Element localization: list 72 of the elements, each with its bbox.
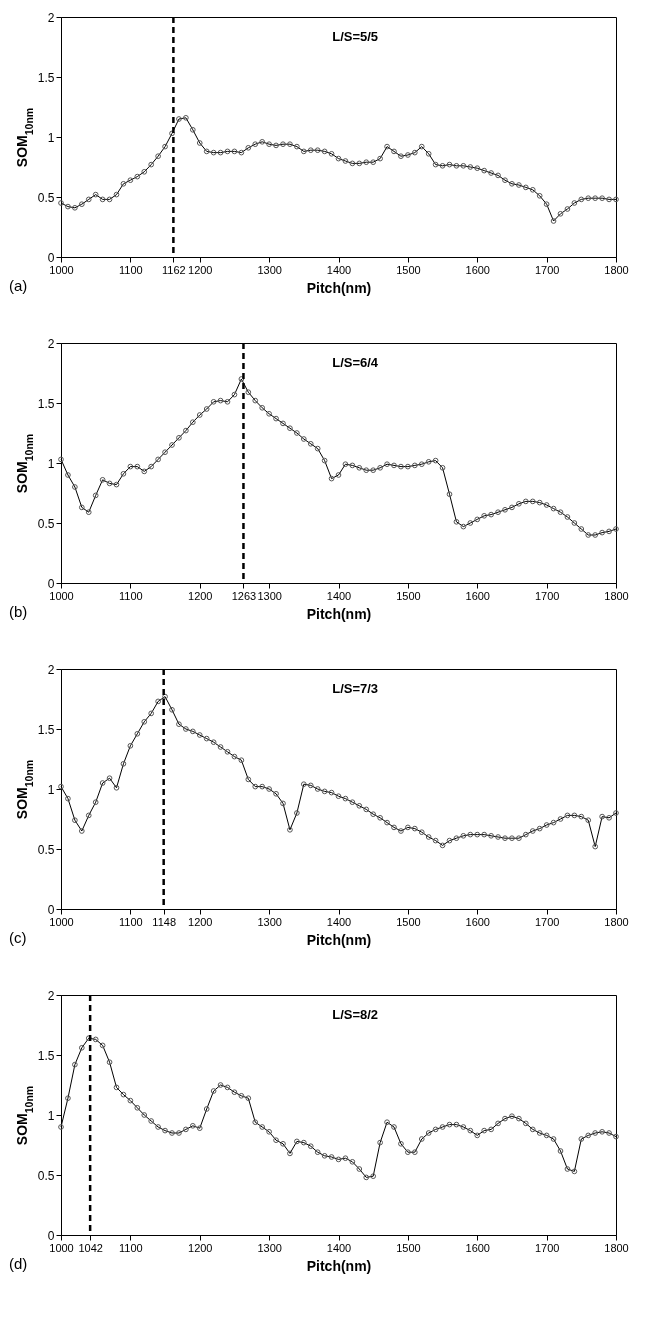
x-tick-label: 1600: [465, 1241, 490, 1254]
x-tick-label: 1600: [465, 263, 490, 276]
y-tick-label: 1.5: [37, 396, 55, 411]
text: L/S=6/4: [332, 355, 379, 370]
x-tick-label: 1200: [188, 263, 213, 276]
x-tick-label: 1500: [396, 589, 421, 602]
y-tick-label: 1.5: [37, 722, 55, 737]
y-tick-label: 0: [47, 576, 55, 591]
x-tick-label: 1600: [465, 589, 490, 602]
text: (d): [9, 1255, 28, 1272]
x-axis-title: Pitch(nm): [306, 1257, 372, 1274]
x-tick-label: 1400: [326, 915, 352, 928]
y-tick-label: 0.5: [37, 516, 55, 531]
text: (b): [9, 603, 28, 620]
x-tick-label: 1800: [604, 915, 629, 928]
x-tick-label: 1500: [396, 915, 421, 928]
y-tick-label: 0: [47, 902, 55, 917]
y-tick-label: 2: [47, 336, 55, 351]
text: (c): [9, 929, 27, 946]
text: L/S=5/5: [332, 29, 379, 44]
x-tick-label: 1300: [257, 263, 282, 276]
y-tick-label: 0.5: [37, 1168, 55, 1183]
x-tick-label: 1100: [119, 1241, 143, 1254]
x-tick-label: 1263: [231, 589, 257, 602]
x-tick-label: 1700: [534, 589, 560, 602]
x-tick-label: 1100: [119, 263, 143, 276]
y-tick-label: 1: [47, 782, 55, 797]
y-tick-label: 2: [47, 10, 55, 25]
y-tick-label: 2: [47, 662, 55, 677]
x-tick-label: 1500: [396, 1241, 421, 1254]
y-tick-label: 0.5: [37, 190, 55, 205]
x-tick-label: 1100: [119, 589, 143, 602]
x-tick-label: 1042: [78, 1241, 103, 1254]
x-tick-label: 1300: [257, 1241, 282, 1254]
text: L/S=7/3: [332, 681, 379, 696]
text: L/S=8/2: [332, 1007, 379, 1022]
x-tick-label: 1162: [162, 263, 186, 276]
x-axis-title: Pitch(nm): [306, 279, 372, 296]
x-axis-title: Pitch(nm): [306, 931, 372, 948]
x-tick-label: 1700: [534, 915, 560, 928]
x-tick-label: 1800: [604, 263, 629, 276]
x-tick-label: 1400: [326, 1241, 352, 1254]
x-tick-label: 1800: [604, 1241, 629, 1254]
x-tick-label: 1300: [257, 589, 282, 602]
x-tick-label: 1100: [119, 915, 143, 928]
y-tick-label: 1.5: [37, 1048, 55, 1063]
x-tick-label: 1800: [604, 589, 629, 602]
x-tick-label: 1600: [465, 915, 490, 928]
y-tick-label: 0: [47, 250, 55, 265]
y-tick-label: 1: [47, 456, 55, 471]
x-tick-label: 1148: [152, 915, 176, 928]
x-tick-label: 1000: [49, 263, 74, 276]
x-tick-label: 1700: [534, 263, 560, 276]
y-tick-label: 1.5: [37, 70, 55, 85]
x-tick-label: 1000: [49, 915, 74, 928]
x-axis-title: Pitch(nm): [306, 605, 372, 622]
y-tick-label: 1: [47, 130, 55, 145]
y-tick-label: 1: [47, 1108, 55, 1123]
x-tick-label: 1000: [49, 589, 74, 602]
x-tick-label: 1500: [396, 263, 421, 276]
y-tick-label: 0.5: [37, 842, 55, 857]
x-tick-label: 1000: [49, 1241, 74, 1254]
x-tick-label: 1200: [188, 589, 213, 602]
x-tick-label: 1400: [326, 589, 352, 602]
x-tick-label: 1200: [188, 915, 213, 928]
x-tick-label: 1700: [534, 1241, 560, 1254]
x-tick-label: 1400: [326, 263, 352, 276]
x-tick-label: 1300: [257, 915, 282, 928]
y-tick-label: 2: [47, 988, 55, 1003]
x-tick-label: 1200: [188, 1241, 213, 1254]
y-tick-label: 0: [47, 1228, 55, 1243]
text: (a): [9, 277, 28, 294]
